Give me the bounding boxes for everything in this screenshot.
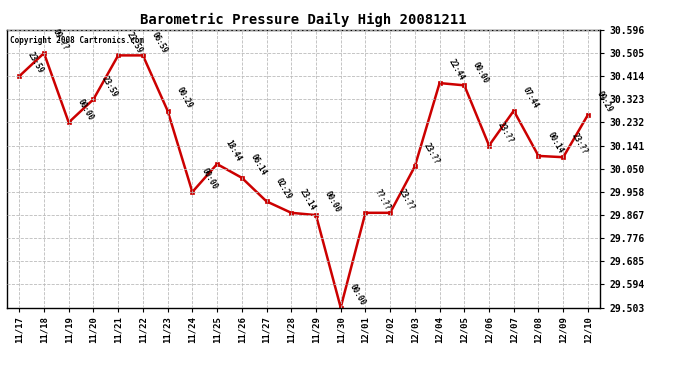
Text: 22:44: 22:44: [446, 58, 466, 82]
Text: 23:59: 23:59: [26, 51, 46, 75]
Text: 09:29: 09:29: [595, 90, 614, 114]
Text: 23:14: 23:14: [298, 188, 317, 212]
Text: 00:00: 00:00: [348, 282, 367, 307]
Text: 07:44: 07:44: [521, 86, 540, 110]
Text: 00:00: 00:00: [199, 166, 219, 191]
Text: Copyright 2008 Cartronics.com: Copyright 2008 Cartronics.com: [10, 36, 144, 45]
Text: 00:29: 00:29: [175, 86, 194, 110]
Text: 23:??: 23:??: [570, 132, 589, 156]
Text: 09:??: 09:??: [51, 28, 70, 53]
Text: 00:14: 00:14: [545, 130, 565, 155]
Title: Barometric Pressure Daily High 20081211: Barometric Pressure Daily High 20081211: [140, 13, 467, 27]
Text: 23:59: 23:59: [100, 74, 120, 99]
Text: 06:14: 06:14: [248, 153, 268, 177]
Text: 00:00: 00:00: [323, 190, 342, 214]
Text: ??:??: ??:??: [373, 188, 392, 212]
Text: 00:00: 00:00: [76, 97, 95, 122]
Text: 23:??: 23:??: [422, 141, 441, 165]
Text: 02:29: 02:29: [273, 176, 293, 201]
Text: 23:??: 23:??: [397, 188, 417, 212]
Text: 18:44: 18:44: [224, 139, 244, 163]
Text: 06:59: 06:59: [150, 30, 169, 55]
Text: 23:??: 23:??: [496, 120, 515, 145]
Text: 23:59: 23:59: [125, 30, 144, 55]
Text: 00:00: 00:00: [471, 60, 491, 85]
